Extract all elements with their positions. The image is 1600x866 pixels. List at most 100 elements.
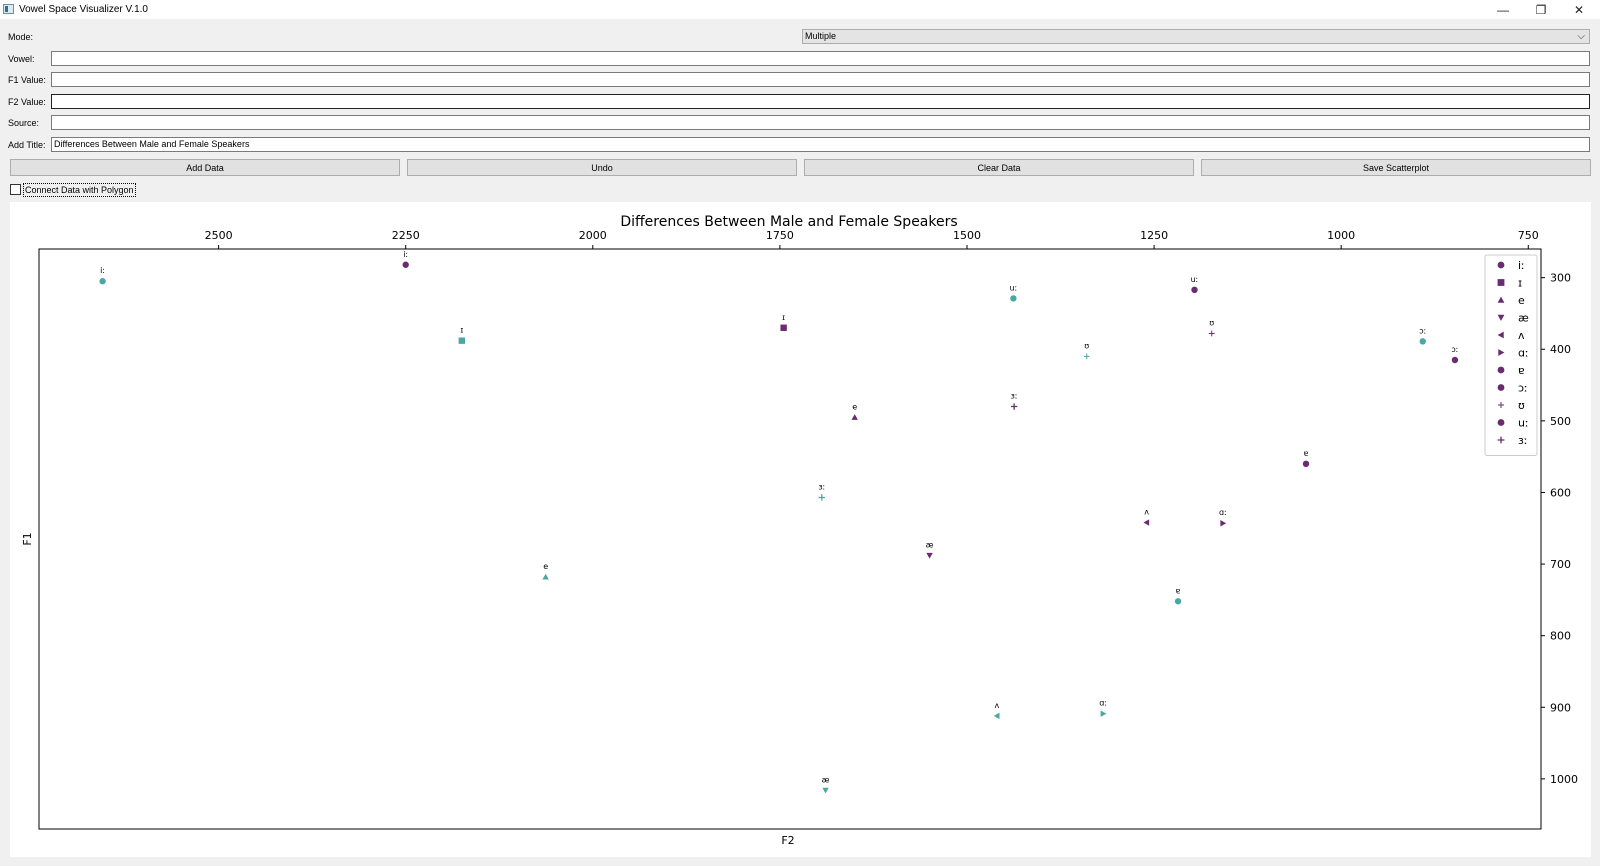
legend-marker — [1497, 261, 1505, 269]
polygon-checkbox[interactable] — [10, 184, 21, 195]
minimize-button[interactable]: — — [1497, 2, 1509, 17]
y-axis-ticks: 300 400 500 600 700 800 900 1000 — [1541, 272, 1578, 786]
save-scatterplot-button[interactable]: Save Scatterplot — [1201, 159, 1591, 176]
data-point — [822, 787, 829, 794]
legend-marker — [1497, 296, 1505, 303]
title-input[interactable]: Differences Between Male and Female Spea… — [51, 137, 1590, 152]
legend-label: ɔː — [1518, 382, 1528, 395]
data-point-label: æ — [822, 775, 830, 784]
vowel-label: Vowel: — [8, 54, 35, 64]
y-axis-label: F1 — [21, 532, 34, 545]
x-tick-label: 1000 — [1327, 229, 1355, 242]
x-tick-label: 1500 — [953, 229, 981, 242]
mode-label: Mode: — [8, 32, 34, 42]
y-tick-label: 1000 — [1550, 773, 1578, 786]
legend-marker — [1497, 384, 1505, 391]
plot-frame — [38, 248, 1542, 830]
legend-marker — [1497, 436, 1505, 444]
data-point — [1419, 338, 1426, 345]
legend-marker — [1497, 331, 1504, 339]
legend-label: ɑː — [1518, 347, 1529, 360]
mode-selected-value: Multiple — [805, 31, 837, 41]
chart-title: Differences Between Male and Female Spea… — [620, 214, 957, 230]
data-point-label: uː — [1010, 283, 1018, 292]
data-point — [402, 261, 409, 268]
f2-input[interactable] — [51, 94, 1590, 109]
data-point — [1174, 598, 1182, 605]
legend-label: ɪ — [1518, 277, 1522, 290]
data-point — [1302, 460, 1310, 468]
data-point — [1191, 286, 1198, 294]
legend-label: ɐ — [1518, 364, 1525, 377]
x-tick-label: 1750 — [766, 229, 794, 242]
x-tick-label: 750 — [1518, 229, 1539, 242]
data-point — [851, 414, 858, 420]
legend-label: uː — [1518, 417, 1529, 430]
data-point-label: iː — [100, 266, 105, 275]
y-tick-label: 400 — [1550, 343, 1571, 356]
restore-button[interactable]: ❐ — [1535, 2, 1547, 17]
data-point — [1208, 330, 1215, 337]
data-point-label: ɔː — [1419, 326, 1426, 335]
y-tick-label: 300 — [1550, 272, 1571, 285]
data-point — [1220, 520, 1227, 527]
data-point-label: æ — [926, 540, 934, 549]
close-button[interactable]: ✕ — [1573, 2, 1585, 17]
vowel-input[interactable] — [51, 51, 1590, 66]
data-point — [1451, 356, 1459, 364]
legend-marker — [1497, 279, 1505, 286]
y-tick-label: 700 — [1550, 558, 1571, 571]
data-point — [818, 494, 826, 501]
data-point — [1083, 353, 1090, 360]
source-label: Source: — [8, 118, 40, 128]
data-point — [926, 552, 933, 559]
data-point-label: ɜː — [818, 482, 825, 491]
data-point-label: ɐ — [1304, 449, 1309, 458]
data-point-label: ʌ — [1144, 508, 1149, 517]
data-point — [1010, 403, 1018, 410]
legend-label: ʌ — [1518, 329, 1525, 342]
mode-select[interactable]: Multiple ⌵ — [802, 29, 1590, 44]
data-point-label: ɔː — [1451, 345, 1458, 354]
legend-label: ʊ — [1518, 399, 1525, 412]
legend-marker — [1497, 314, 1505, 321]
clear-data-button[interactable]: Clear Data — [804, 159, 1194, 176]
f1-label: F1 Value: — [8, 75, 46, 85]
data-point-label: ɪ — [460, 326, 463, 335]
legend-box — [1484, 254, 1538, 456]
title-label: Add Title: — [8, 140, 46, 150]
scatterplot-canvas: Differences Between Male and Female Spea… — [10, 202, 1591, 857]
data-point-label: uː — [1191, 275, 1199, 284]
data-point-label: ɑː — [1099, 699, 1107, 708]
data-point-label: ɜː — [1011, 392, 1018, 401]
data-point — [542, 573, 549, 580]
x-tick-label: 2500 — [205, 229, 233, 242]
y-tick-label: 600 — [1550, 486, 1571, 499]
x-tick-label: 2000 — [579, 229, 607, 242]
legend-label: e — [1518, 294, 1525, 307]
polygon-checkbox-label[interactable]: Connect Data with Polygon — [23, 183, 136, 197]
f2-label: F2 Value: — [8, 97, 46, 107]
data-point-label: e — [543, 562, 548, 571]
data-point-label: ʊ — [1209, 318, 1214, 327]
data-point — [1010, 295, 1017, 302]
data-point — [458, 337, 466, 344]
x-axis-ticks: 2500 2250 2000 1750 1500 1250 1000 750 — [205, 229, 1539, 249]
chevron-down-icon: ⌵ — [1577, 31, 1585, 42]
legend-marker — [1497, 419, 1505, 426]
window-title: Vowel Space Visualizer V.1.0 — [19, 4, 148, 15]
data-point-label: e — [852, 402, 857, 411]
undo-button[interactable]: Undo — [407, 159, 797, 176]
legend-label: iː — [1518, 259, 1525, 272]
f1-input[interactable] — [51, 72, 1590, 87]
add-data-button[interactable]: Add Data — [10, 159, 400, 176]
window-titlebar: Vowel Space Visualizer V.1.0 — ❐ ✕ — [0, 0, 1600, 19]
data-points: iː ɪ e æ ʌ ɑː ɐ ɔː ʊ uː ɜː iː ɪ e æ ʌ ɑː ɐ ɔː ʊ uː ɜː — [99, 250, 1458, 794]
data-point-label: ɐ — [1176, 586, 1181, 595]
x-axis-label: F2 — [781, 834, 794, 847]
legend-label: æ — [1518, 312, 1529, 325]
data-point-label: ɪ — [782, 313, 785, 322]
source-input[interactable] — [51, 115, 1590, 130]
legend-marker — [1498, 349, 1505, 356]
scatterplot-svg: Differences Between Male and Female Spea… — [21, 214, 1578, 847]
